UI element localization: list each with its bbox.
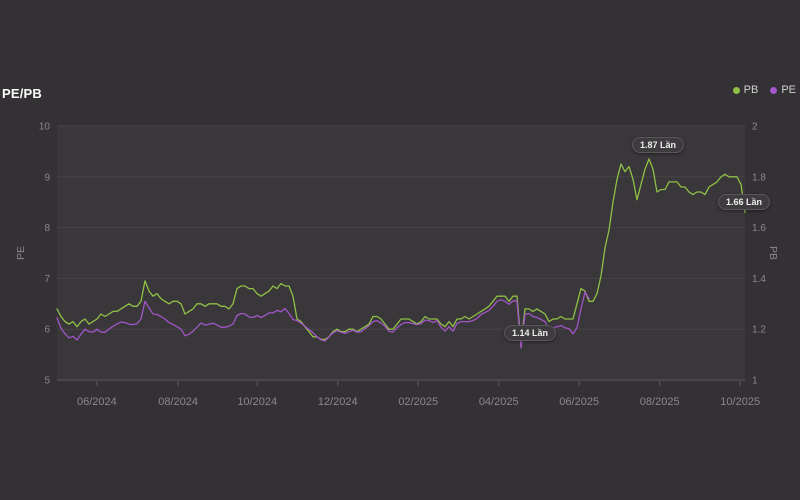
y-left-tick-label: 5 [44, 376, 50, 387]
y-right-tick-label: 1 [752, 376, 758, 387]
legend: PB PE [732, 84, 796, 96]
y-right-tick-label: 1.8 [752, 172, 766, 183]
y-left-tick-label: 10 [39, 122, 51, 133]
pb-legend-dot-icon [732, 86, 740, 94]
pb-line[interactable] [56, 158, 746, 346]
y-left-tick-label: 7 [44, 274, 50, 285]
y-right-tick-label: 1.4 [752, 274, 766, 285]
y-right-tick-label: 1.6 [752, 223, 766, 234]
x-tick-label: 04/2025 [479, 396, 519, 408]
y-left-axis-title: PE [15, 246, 27, 260]
legend-item-pb[interactable]: PB [732, 84, 759, 96]
y-right-tick-label: 1.2 [752, 325, 766, 336]
pe-line[interactable] [56, 291, 590, 349]
x-tick-label: 10/2024 [237, 396, 277, 408]
y-left-tick-label: 9 [44, 172, 50, 183]
y-left-tick-label: 8 [44, 223, 50, 234]
annotation-pill: 1.14 Lần [503, 325, 556, 342]
y-right-axis-title: PB [767, 246, 779, 260]
annotation-pill: 1.87 Lần [632, 137, 685, 154]
x-tick-label: 02/2025 [398, 396, 438, 408]
legend-item-pe[interactable]: PE [770, 84, 796, 96]
x-tick-label: 10/2025 [720, 396, 760, 408]
annotation-pill: 1.66 Lần [717, 194, 771, 211]
x-tick-label: 06/2024 [77, 396, 117, 408]
x-tick-label: 08/2024 [158, 396, 198, 408]
x-tick-label: 12/2024 [318, 396, 358, 408]
legend-label-pb: PB [743, 84, 759, 96]
x-tick-label: 06/2025 [559, 396, 599, 408]
plot-area[interactable] [57, 126, 745, 380]
chart-title: PE/PB [2, 86, 43, 101]
y-left-tick-label: 6 [44, 325, 50, 336]
pe-legend-dot-icon [770, 86, 778, 94]
x-tick-label: 08/2025 [640, 396, 680, 408]
y-right-tick-label: 2 [752, 122, 758, 133]
legend-label-pe: PE [781, 84, 796, 96]
